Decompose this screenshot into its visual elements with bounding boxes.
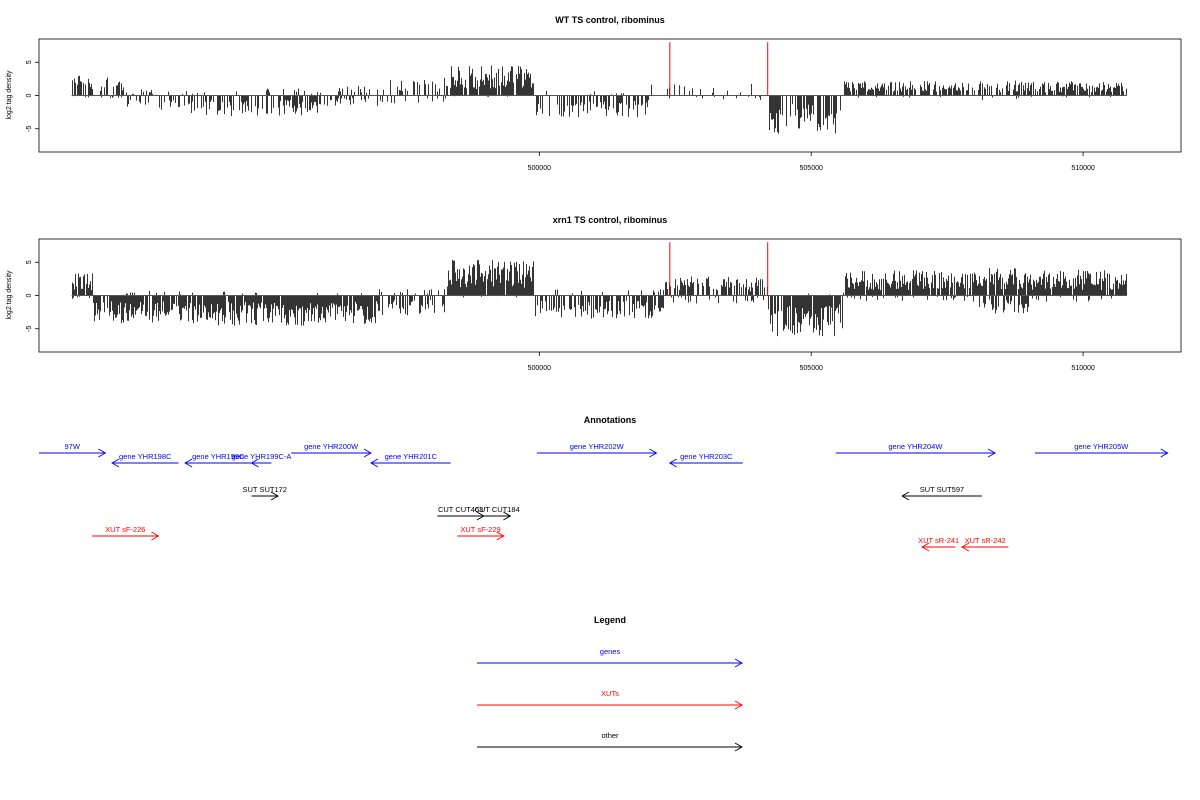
feature-arrowhead: [921, 542, 930, 552]
feature-arrowhead: [496, 531, 505, 541]
feature-arrowhead: [734, 742, 743, 752]
x-tick-label: 505000: [800, 165, 823, 172]
feature-arrowhead: [960, 542, 970, 552]
feature-other: SUT SUT597: [901, 485, 982, 501]
feature-label: SUT SUT172: [243, 485, 287, 494]
feature-label: CUT CUT184: [474, 505, 519, 514]
feature-label: gene YHR198C: [119, 452, 172, 461]
legend-item: genes: [477, 647, 743, 668]
feature-label: XUT sR-241: [918, 536, 959, 545]
xrn1-coverage-panel: xrn1 TS control, ribominus log2 tag dens…: [6, 215, 1182, 372]
x-tick-label: 510000: [1071, 165, 1094, 172]
feature-label: XUT sF-229: [460, 525, 500, 534]
x-tick-label: 500000: [528, 165, 551, 172]
legend: Legend genes XUTs other: [477, 615, 743, 752]
x-tick-label: 505000: [800, 365, 823, 372]
feature-gene: gene YHR200W: [291, 442, 372, 458]
feature-other: CUT CUT184: [474, 505, 520, 521]
feature-arrowhead: [1160, 448, 1169, 458]
feature-gene: gene YHR199C-A: [231, 452, 291, 468]
feature-arrowhead: [151, 531, 160, 541]
feature-gene: gene YHR205W: [1034, 442, 1169, 458]
y-tick-label: 5: [26, 60, 33, 64]
feature-arrowhead: [734, 658, 743, 668]
feature-label: XUT sF-226: [105, 525, 145, 534]
y-axis-label: log2 tag density: [6, 270, 13, 320]
feature-other: SUT SUT172: [243, 485, 287, 501]
feature-label: SUT SUT597: [920, 485, 964, 494]
y-tick-label: 5: [26, 260, 33, 264]
feature-xut: XUT sR-241: [918, 536, 959, 552]
y-tick-label: 0: [26, 293, 33, 297]
feature-xut: XUT sF-226: [92, 525, 160, 541]
feature-arrowhead: [370, 458, 379, 468]
panel-title: xrn1 TS control, ribominus: [553, 215, 668, 225]
legend-item: XUTs: [477, 689, 743, 710]
y-tick-label: 0: [26, 93, 33, 97]
feature-label: CUT CUT463: [438, 505, 483, 514]
feature-gene: gene YHR204W: [835, 442, 997, 458]
feature-label: gene YHR201C: [385, 452, 438, 461]
feature-arrowhead: [184, 458, 193, 468]
feature-arrowhead: [250, 458, 259, 468]
feature-label: gene YHR199C-A: [231, 452, 291, 461]
feature-gene: gene YHR201C: [370, 452, 451, 468]
x-axis: 500000 505000 510000: [528, 152, 1095, 172]
feature-label: 97W: [64, 442, 80, 451]
feature-arrowhead: [111, 458, 120, 468]
legend-title: Legend: [594, 615, 626, 625]
legend-items: genes XUTs other: [477, 647, 743, 752]
feature-gene: gene YHR199C: [184, 452, 252, 468]
coverage-bars: [72, 259, 1127, 337]
feature-label: gene YHR203C: [680, 452, 733, 461]
feature-arrowhead: [901, 491, 910, 501]
x-tick-label: 500000: [528, 365, 551, 372]
feature-label: gene YHR199C: [192, 452, 245, 461]
feature-label: gene YHR200W: [304, 442, 359, 451]
annotations-title: Annotations: [584, 415, 637, 425]
legend-label: XUTs: [601, 689, 619, 698]
feature-arrowhead: [649, 448, 658, 458]
y-tick-label: -5: [26, 126, 33, 132]
x-tick-label: 510000: [1071, 365, 1094, 372]
y-axis-label: log2 tag density: [6, 70, 13, 120]
legend-item: other: [477, 731, 743, 752]
marker-layer: [669, 42, 769, 96]
y-axis: 5 0 -5: [26, 260, 39, 332]
feature-arrowhead: [98, 448, 107, 458]
legend-label: genes: [600, 647, 621, 656]
coverage-bars: [72, 65, 1127, 134]
panel-title: WT TS control, ribominus: [555, 15, 665, 25]
y-axis: 5 0 -5: [26, 60, 39, 132]
legend-label: other: [601, 731, 619, 740]
feature-gene: gene YHR198C: [111, 452, 179, 468]
marker-layer: [669, 242, 769, 296]
feature-label: XUT sR-242: [965, 536, 1006, 545]
feature-gene: 97W: [39, 442, 107, 458]
feature-arrowhead: [363, 448, 372, 458]
feature-arrowhead: [987, 448, 997, 458]
x-axis: 500000 505000 510000: [528, 352, 1095, 372]
feature-gene: gene YHR202W: [536, 442, 658, 458]
feature-label: gene YHR202W: [570, 442, 625, 451]
feature-xut: XUT sF-229: [457, 525, 505, 541]
feature-label: gene YHR205W: [1074, 442, 1129, 451]
y-tick-label: -5: [26, 326, 33, 332]
feature-gene: gene YHR203C: [668, 452, 743, 468]
feature-arrowhead: [734, 700, 743, 710]
wt-coverage-panel: WT TS control, ribominus log2 tag densit…: [6, 15, 1182, 172]
feature-xut: XUT sR-242: [960, 536, 1009, 552]
feature-arrowhead: [668, 458, 677, 468]
feature-arrowhead: [503, 511, 512, 521]
feature-label: gene YHR204W: [888, 442, 943, 451]
feature-arrowhead: [270, 491, 279, 501]
